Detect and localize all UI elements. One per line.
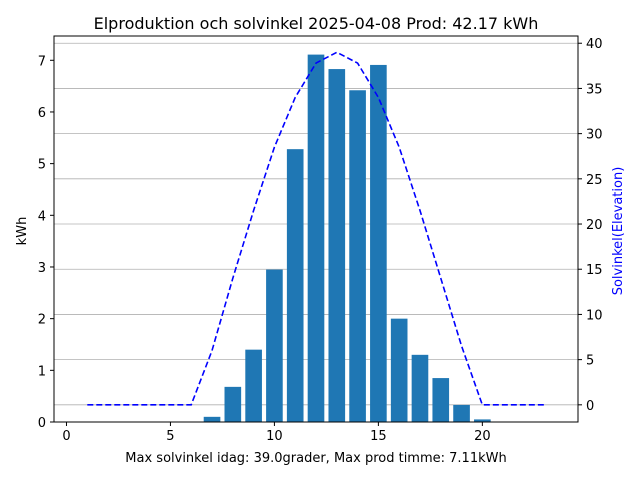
bar	[307, 54, 325, 422]
x-axis-ticks: 0 5 10 15 20	[62, 422, 491, 444]
bar	[286, 149, 304, 422]
y2-tick-label: 10	[586, 308, 603, 323]
y2-tick-label: 5	[586, 354, 594, 369]
bar	[432, 378, 450, 422]
plot-frame	[53, 35, 579, 423]
bar-series	[203, 54, 491, 423]
y-tick-label: 5	[38, 158, 46, 173]
y2-axis-title: Solvinkel(Elevation)	[611, 167, 626, 296]
x-axis-title: Max solvinkel idag: 39.0grader, Max prod…	[125, 451, 506, 466]
y-tick-label: 4	[38, 209, 46, 224]
chart-title: Elproduktion och solvinkel 2025-04-08 Pr…	[94, 14, 539, 33]
y-tick-label: 1	[38, 364, 46, 379]
bar	[328, 69, 346, 422]
y-tick-label: 2	[38, 313, 46, 328]
y2-tick-label: 15	[586, 263, 603, 278]
y-axis-ticks: 0 1 2 3 4 5 6 7	[38, 54, 54, 431]
bar	[266, 269, 283, 422]
y2-tick-label: 35	[586, 82, 603, 97]
y-tick-label: 7	[38, 54, 46, 69]
y-tick-label: 0	[38, 416, 46, 431]
x-tick-label: 5	[166, 429, 174, 444]
elevation-series	[87, 51, 545, 406]
y2-tick-label: 0	[586, 399, 594, 414]
bar	[349, 90, 366, 423]
bar	[245, 349, 262, 422]
bar	[203, 416, 221, 422]
x-tick-label: 20	[474, 429, 491, 444]
x-tick-label: 0	[62, 429, 70, 444]
bar	[474, 419, 491, 422]
bar	[224, 386, 242, 422]
y2-tick-label: 30	[586, 128, 603, 143]
y-axis-title: kWh	[15, 217, 30, 246]
y2-tick-label: 25	[586, 173, 603, 188]
y2-tick-label: 40	[586, 37, 603, 52]
elevation-line	[87, 51, 545, 406]
bar	[453, 404, 470, 422]
x-tick-label: 15	[370, 429, 387, 444]
y-tick-label: 3	[38, 261, 46, 276]
x-tick-label: 10	[266, 429, 283, 444]
y2-axis-ticks: 0 5 10 15 20 25 30 35 40	[578, 37, 603, 414]
bar	[370, 64, 387, 423]
bar	[411, 354, 429, 422]
y-tick-label: 6	[38, 106, 46, 121]
y2-tick-label: 20	[586, 218, 603, 233]
bar	[390, 318, 408, 422]
